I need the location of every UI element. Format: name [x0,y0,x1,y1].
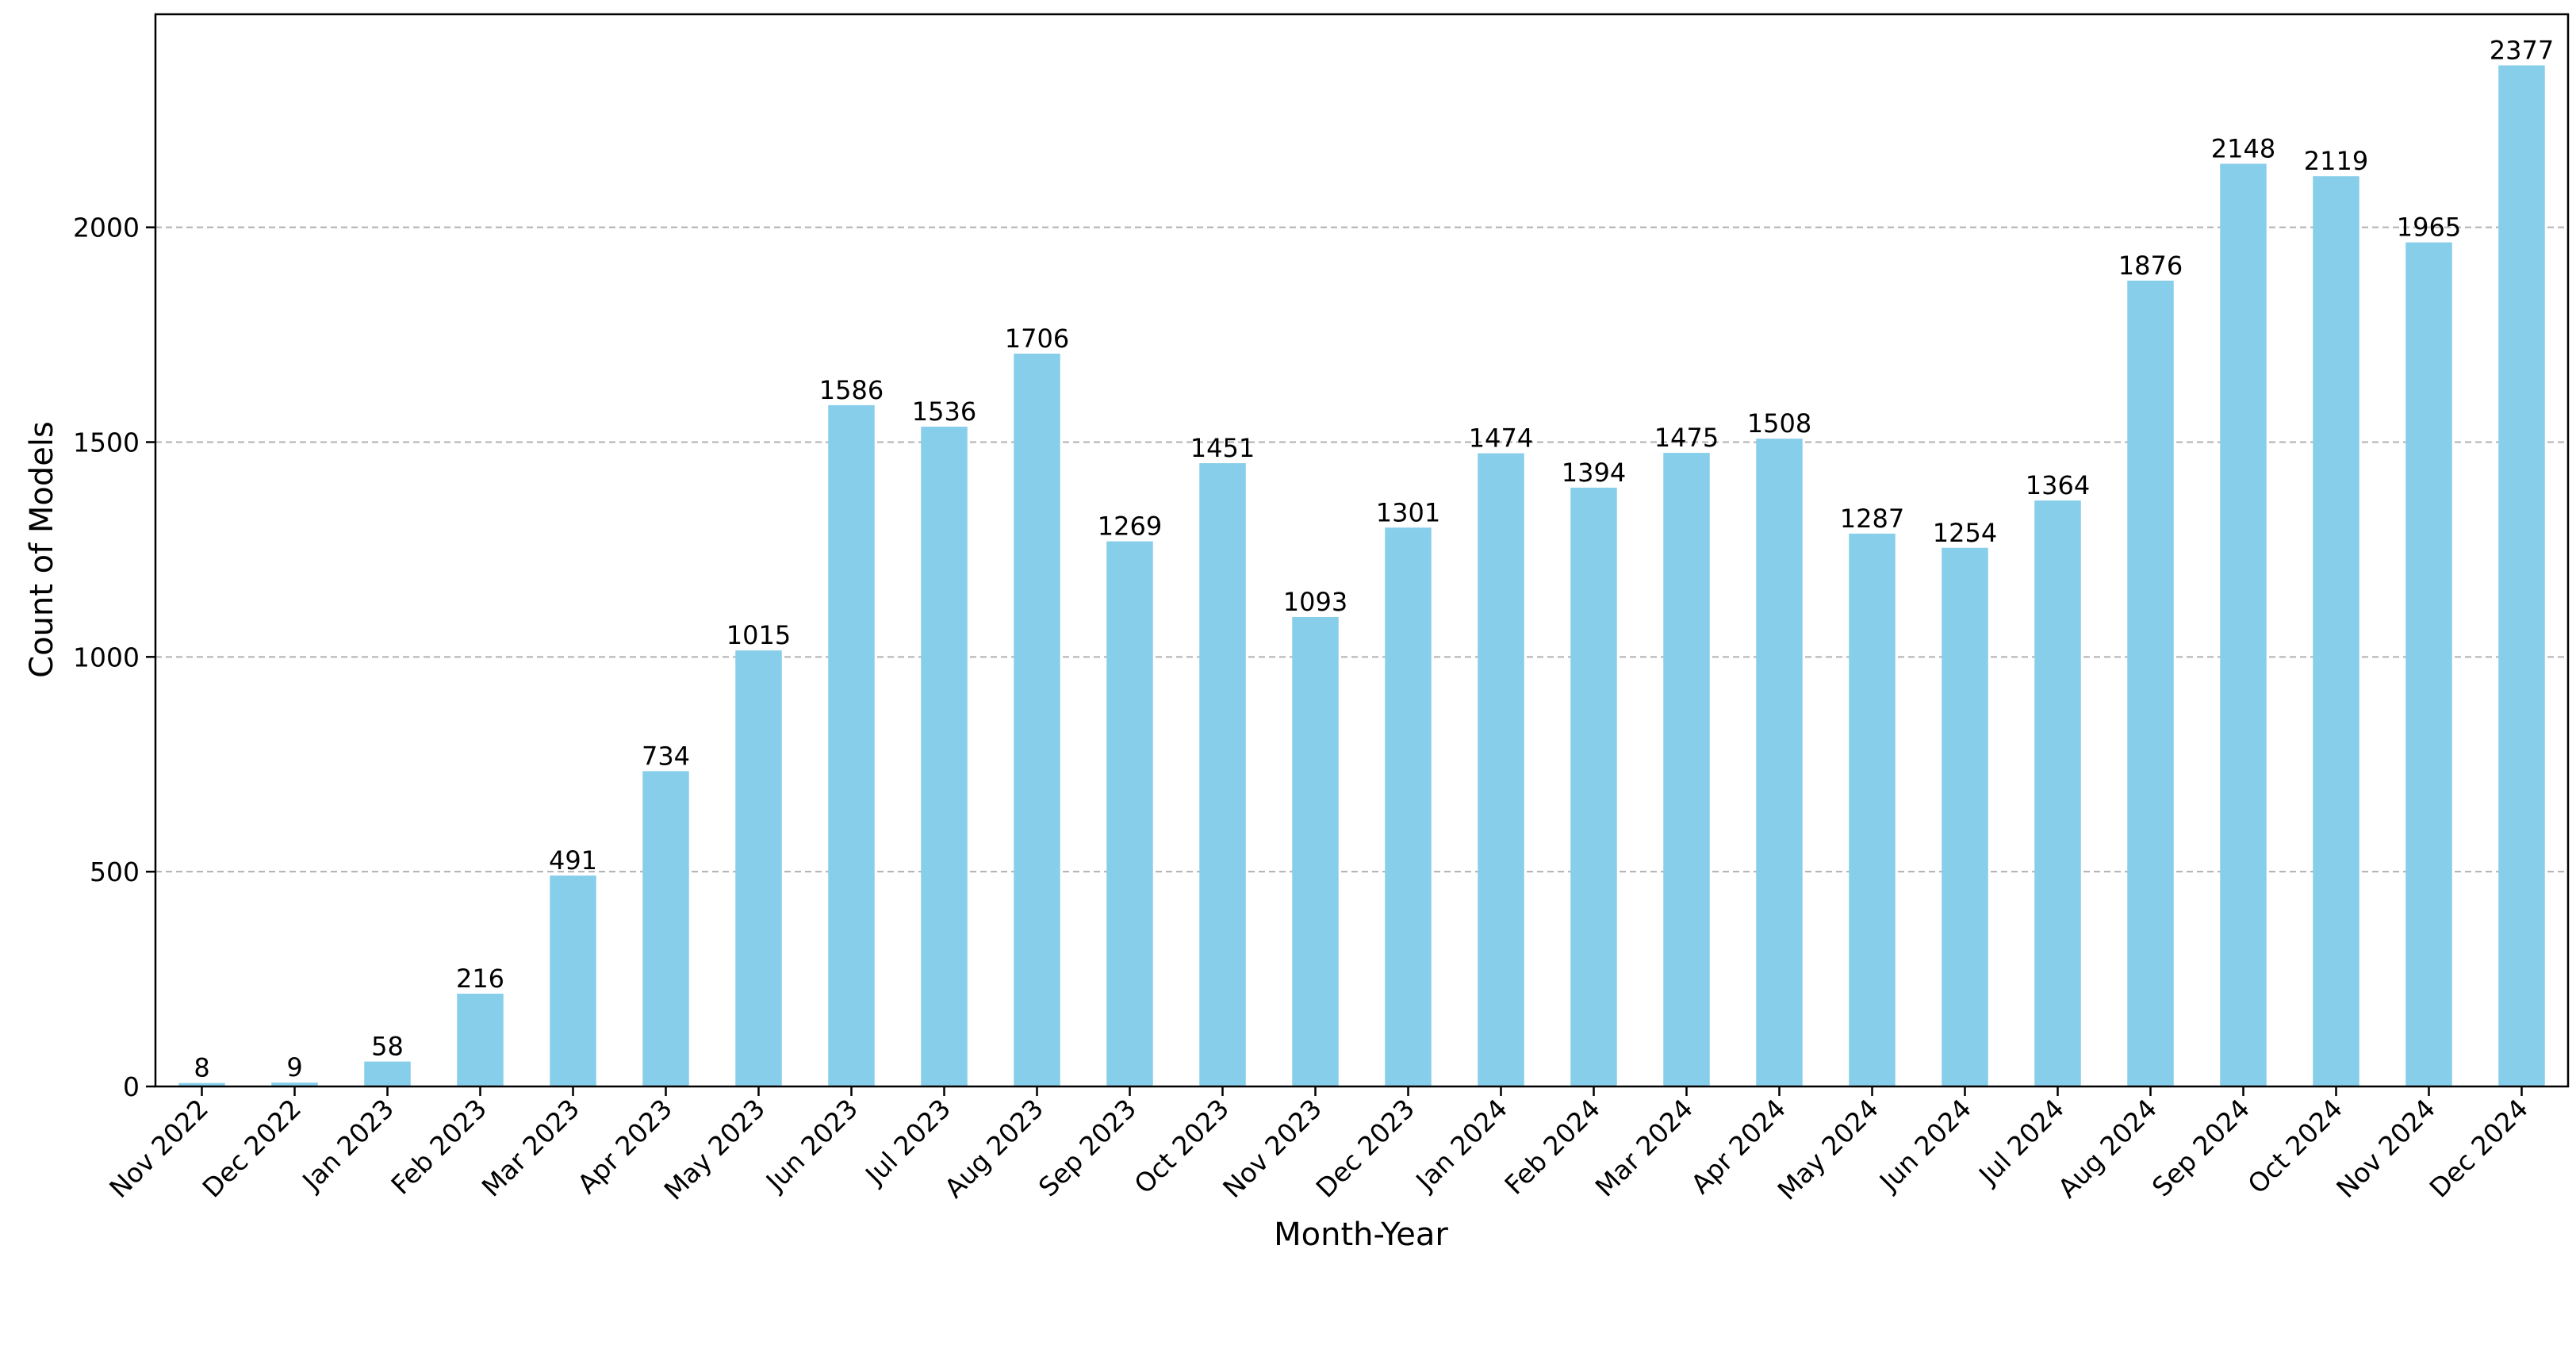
bar [921,427,968,1086]
bar [271,1083,318,1086]
y-axis: 0 500 1000 1500 2000 [73,213,155,1102]
bar [1663,453,1710,1086]
x-tick-label: Feb 2023 [385,1093,493,1201]
bar-value-label: 1301 [1376,497,1440,527]
x-tick-label: Aug 2023 [938,1093,1049,1204]
bar-value-label: 734 [642,741,690,771]
bar [735,650,782,1086]
y-tick-label: 1500 [73,427,140,458]
bar [1570,487,1617,1086]
x-tick-label: Nov 2024 [2330,1093,2441,1204]
bar [364,1061,411,1086]
x-tick-label: Dec 2024 [2424,1093,2535,1204]
bar-value-label: 1586 [819,375,884,405]
x-tick-label: May 2023 [658,1093,772,1206]
bar-value-label: 216 [456,964,504,994]
x-tick-label: Jul 2023 [858,1093,956,1191]
bar-value-label: 1394 [1562,458,1626,488]
bar-value-label: 2377 [2490,35,2554,65]
x-tick-label: Feb 2024 [1498,1093,1606,1201]
y-tick-label: 1000 [73,642,140,672]
x-tick-label: Nov 2022 [103,1093,214,1204]
bar-value-label: 1364 [2026,470,2090,500]
bar-value-label: 491 [549,845,597,876]
bar [1849,533,1896,1086]
bar-value-label: 1474 [1469,423,1533,454]
bar [828,404,875,1087]
bar [2498,65,2545,1086]
x-tick-label: May 2024 [1772,1093,1885,1206]
bar-value-label: 1965 [2397,213,2461,243]
bar [1292,616,1339,1086]
bar-value-label: 1508 [1747,408,1811,439]
bar [457,994,504,1086]
y-axis-title: Count of Models [24,421,60,678]
y-tick-label: 2000 [73,213,140,243]
bar-value-label: 1254 [1933,518,1997,548]
x-tick-label: Mar 2023 [476,1093,585,1202]
x-tick-label: Jun 2024 [1873,1093,1977,1197]
x-tick-label: Nov 2023 [1217,1093,1328,1204]
bar [2127,280,2174,1086]
bar-value-label: 1451 [1190,433,1255,463]
bar [1756,439,1803,1086]
grid-lines [155,226,2568,873]
y-tick-label: 500 [90,856,140,887]
x-axis-title: Month-Year [1274,1217,1448,1253]
bars [178,65,2545,1087]
x-tick-label: Dec 2023 [1310,1093,1421,1204]
bar-value-label: 1706 [1005,324,1069,354]
x-tick-label: Aug 2024 [2052,1093,2163,1204]
x-tick-label: Dec 2022 [197,1093,308,1204]
bar-value-label: 1536 [912,397,976,427]
bar [2220,163,2267,1086]
bar-value-label: 1475 [1654,423,1719,453]
bar-value-labels: 8 9 58 216 491 734 1015 1586 1536 1706 1269 1451 109… [194,35,2554,1083]
bar [550,876,596,1086]
bar-value-label: 1287 [1840,504,1904,534]
bar [2405,242,2452,1086]
bar [1014,353,1060,1087]
bar [642,771,689,1086]
bar [1942,547,1988,1086]
x-tick-label: Jan 2023 [295,1093,400,1197]
x-tick-label: Jul 2024 [1972,1093,2070,1191]
bar-value-label: 2148 [2211,134,2275,164]
bar-value-label: 1269 [1098,512,1162,542]
bar [2034,500,2081,1086]
y-tick-label: 0 [123,1071,140,1102]
x-tick-label: Jun 2023 [759,1093,864,1197]
bar [178,1083,225,1086]
bar-value-label: 8 [194,1053,209,1083]
x-tick-label: Mar 2024 [1589,1093,1699,1202]
x-tick-label: Sep 2024 [2146,1093,2256,1202]
bar [2313,176,2359,1086]
plot-area-frame [154,13,2570,1088]
bar [1199,463,1246,1086]
x-tick-label: Sep 2023 [1033,1093,1142,1202]
bar [1106,541,1153,1086]
bar-value-label: 58 [371,1032,404,1062]
bar-value-label: 1015 [726,620,791,650]
bar-value-label: 1876 [2118,251,2183,281]
bar-value-label: 1093 [1283,587,1347,617]
x-tick-label: Jan 2024 [1409,1093,1513,1197]
bar-value-label: 2119 [2304,146,2368,176]
bar-value-label: 9 [286,1052,302,1083]
bar [1385,527,1432,1086]
bar [1478,453,1524,1086]
